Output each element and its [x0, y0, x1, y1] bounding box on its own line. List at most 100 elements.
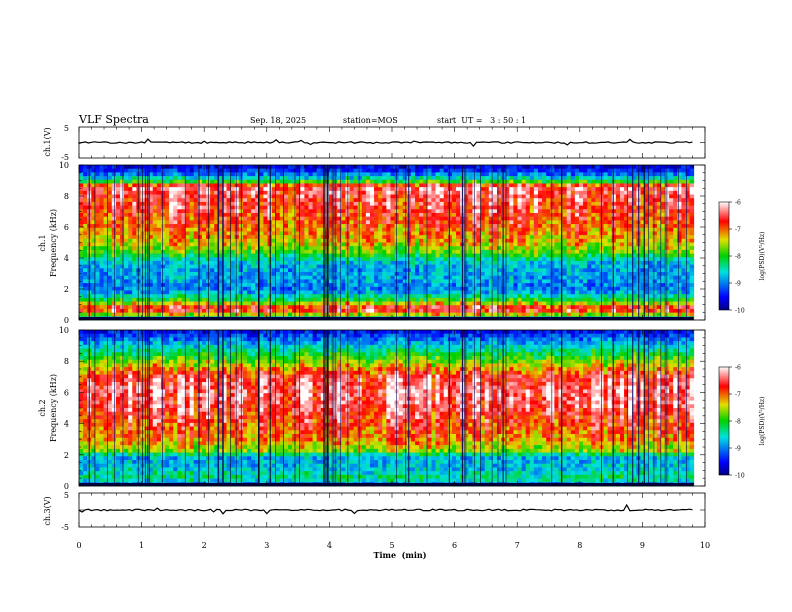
spectrogram-cell: [300, 227, 305, 232]
spectrogram-cell: [193, 260, 199, 266]
spectrogram-cell: [263, 235, 268, 240]
spectrogram-cell: [275, 301, 281, 306]
spectrogram-cell: [538, 308, 543, 314]
spectrogram-cell: [361, 231, 367, 236]
spectrogram-cell: [119, 272, 125, 277]
spectrogram-cell: [419, 212, 424, 218]
spectrogram-cell: [542, 272, 547, 277]
spectrogram-cell: [492, 190, 498, 195]
ch1-voltage-ticks: [78, 127, 706, 158]
spectrogram-cell: [538, 216, 543, 221]
spectrogram-cell: [128, 308, 133, 314]
spectrogram-cell: [136, 268, 141, 273]
spectrogram-cell: [156, 260, 162, 266]
spectrogram-cell: [144, 249, 150, 254]
spectrogram-cell: [83, 290, 88, 295]
spectrogram-cell: [160, 235, 166, 240]
spectrogram-cell: [107, 194, 113, 199]
spectrogram-cell: [316, 272, 322, 277]
spectrogram-cell: [132, 257, 137, 262]
spectrogram-cell: [169, 257, 174, 262]
spectrogram-cell: [542, 194, 547, 199]
spectrogram-cell: [218, 249, 223, 254]
spectrogram-cell: [456, 205, 461, 210]
spectrogram-cell: [349, 275, 354, 280]
spectrogram-cell: [201, 176, 207, 181]
spectrogram-cell: [513, 290, 518, 295]
spectrogram-cell: [320, 283, 326, 288]
spectrogram-cell: [423, 257, 428, 262]
spectrogram-cell: [283, 220, 289, 225]
spectrogram-cell: [349, 290, 354, 295]
spectrogram-cell: [91, 290, 96, 295]
spectrogram-cell: [513, 235, 518, 240]
spectrogram-cell: [210, 198, 215, 203]
spectrogram-cell: [538, 305, 543, 310]
spectrogram-cell: [132, 301, 137, 306]
spectrogram-cell: [189, 253, 195, 258]
spectrogram-cell: [234, 209, 240, 214]
spectrogram-cell: [251, 301, 256, 306]
spectrogram-cell: [189, 224, 195, 229]
spectrogram-cell: [128, 198, 133, 203]
spectrogram-cell: [304, 279, 309, 284]
spectrogram-cell: [480, 283, 486, 288]
spectrogram-cell: [255, 279, 260, 284]
spectrogram-cell: [353, 187, 359, 192]
spectrogram-cell: [152, 238, 158, 243]
spectrogram-cell: [251, 187, 256, 192]
spectrogram-cell: [247, 227, 252, 232]
spectrogram-cell: [193, 279, 199, 284]
spectrogram-cell: [242, 290, 248, 295]
spectrogram-cell: [214, 246, 219, 251]
spectrogram-cell: [177, 205, 182, 210]
spectrogram-cell: [390, 272, 395, 277]
spectrogram-cell: [341, 179, 346, 184]
spectrogram-cell: [259, 216, 264, 221]
spectrogram-cell: [99, 294, 104, 299]
spectrogram-cell: [263, 220, 268, 225]
spectrogram-cell: [517, 198, 523, 203]
spectrogram-cell: [259, 312, 264, 317]
spectrogram-cell: [427, 216, 432, 221]
spectrogram-cell: [275, 238, 281, 243]
spectrogram-cell: [152, 220, 158, 225]
spectrogram-cell: [443, 227, 449, 232]
spectrogram-cell: [488, 198, 494, 203]
spectrogram-cell: [333, 264, 338, 269]
spectrogram-cell: [427, 209, 432, 214]
spectrogram-cell: [386, 294, 391, 299]
spectrogram-cell: [316, 172, 322, 177]
spectrogram-cell: [505, 231, 510, 236]
spectrogram-cell: [505, 198, 510, 203]
spectrogram-cell: [378, 212, 383, 218]
spectrogram-cell: [398, 257, 404, 262]
spectrogram-cell: [402, 179, 408, 184]
spectrogram-cell: [230, 235, 236, 240]
spectrogram-cell: [115, 279, 121, 284]
spectrogram-cell: [148, 198, 154, 203]
spectrogram-cell: [398, 294, 404, 299]
spectrogram-cell: [91, 168, 96, 173]
spectrogram-cell: [259, 176, 264, 181]
spectrogram-cell: [300, 301, 305, 306]
spectrogram-cell: [435, 176, 441, 181]
spectrogram-cell: [509, 257, 514, 262]
spectrogram-cell: [222, 201, 227, 206]
spectrogram-cell: [550, 235, 555, 240]
spectrogram-cell: [439, 275, 445, 280]
spectrogram-cell: [410, 224, 416, 229]
spectrogram-cell: [468, 231, 473, 236]
spectrogram-cell: [275, 279, 281, 284]
spectrogram-cell: [533, 290, 539, 295]
spectrogram-cell: [288, 260, 293, 266]
spectrogram-cell: [505, 168, 510, 173]
spectrogram-cell: [328, 172, 334, 177]
spectrogram-cell: [193, 172, 199, 177]
spectrogram-cell: [369, 231, 375, 236]
spectrogram-cell: [210, 312, 215, 317]
spectrogram-cell: [91, 220, 96, 225]
spectrogram-cell: [431, 172, 436, 177]
spectrogram-cell: [447, 176, 453, 181]
spectrogram-cell: [505, 190, 510, 195]
